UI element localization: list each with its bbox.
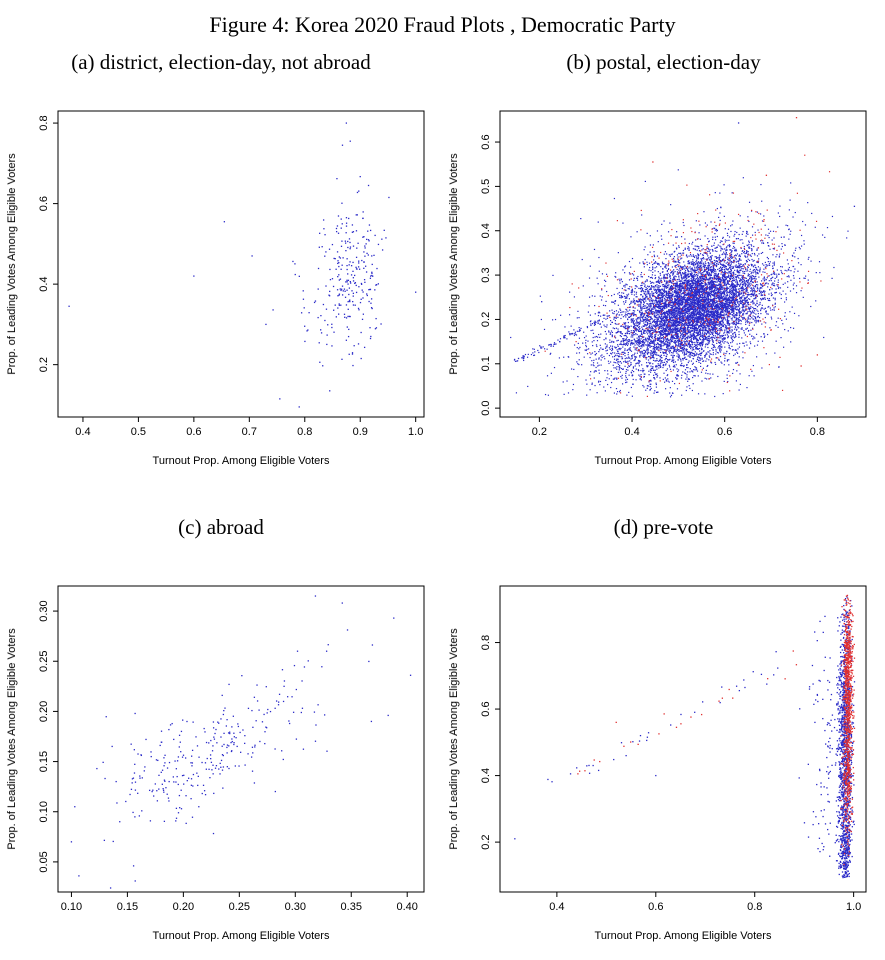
panel-d-canvas xyxy=(442,576,884,944)
panel-c-ylabel: Prop. of Leading Votes Among Eligible Vo… xyxy=(6,628,18,850)
panel-a-chart: Prop. of Leading Votes Among Eligible Vo… xyxy=(0,101,442,469)
panel-grid: (a) district, election-day, not abroad P… xyxy=(0,38,885,944)
panel-c-xlabel: Turnout Prop. Among Eligible Voters xyxy=(152,930,330,942)
panel-a-xlabel: Turnout Prop. Among Eligible Voters xyxy=(152,455,330,467)
panel-b-chart: Prop. of Leading Votes Among Eligible Vo… xyxy=(442,101,884,469)
panel-d-xlabel: Turnout Prop. Among Eligible Voters xyxy=(594,930,772,942)
panel-b-ylabel: Prop. of Leading Votes Among Eligible Vo… xyxy=(448,153,460,375)
panel-a-canvas xyxy=(0,101,442,469)
panel-b-canvas xyxy=(442,101,884,469)
panel-d-title: (d) pre-vote xyxy=(613,515,714,539)
panel-d-ylabel: Prop. of Leading Votes Among Eligible Vo… xyxy=(448,628,460,850)
panel-b-title: (b) postal, election-day xyxy=(566,50,761,74)
panel-d-chart: Prop. of Leading Votes Among Eligible Vo… xyxy=(442,576,884,944)
panel-b-xlabel: Turnout Prop. Among Eligible Voters xyxy=(594,455,772,467)
panel-c-chart: Prop. of Leading Votes Among Eligible Vo… xyxy=(0,576,442,944)
panel-b: (b) postal, election-day Prop. of Leadin… xyxy=(442,38,885,469)
panel-c-title: (c) abroad xyxy=(178,515,264,539)
panel-d: (d) pre-vote Prop. of Leading Votes Amon… xyxy=(442,469,885,944)
panel-a-ylabel: Prop. of Leading Votes Among Eligible Vo… xyxy=(6,153,18,375)
panel-a-title: (a) district, election-day, not abroad xyxy=(71,50,371,74)
figure-title: Figure 4: Korea 2020 Fraud Plots , Democ… xyxy=(209,12,676,37)
panel-c: (c) abroad Prop. of Leading Votes Among … xyxy=(0,469,442,944)
panel-c-canvas xyxy=(0,576,442,944)
panel-a: (a) district, election-day, not abroad P… xyxy=(0,38,442,469)
